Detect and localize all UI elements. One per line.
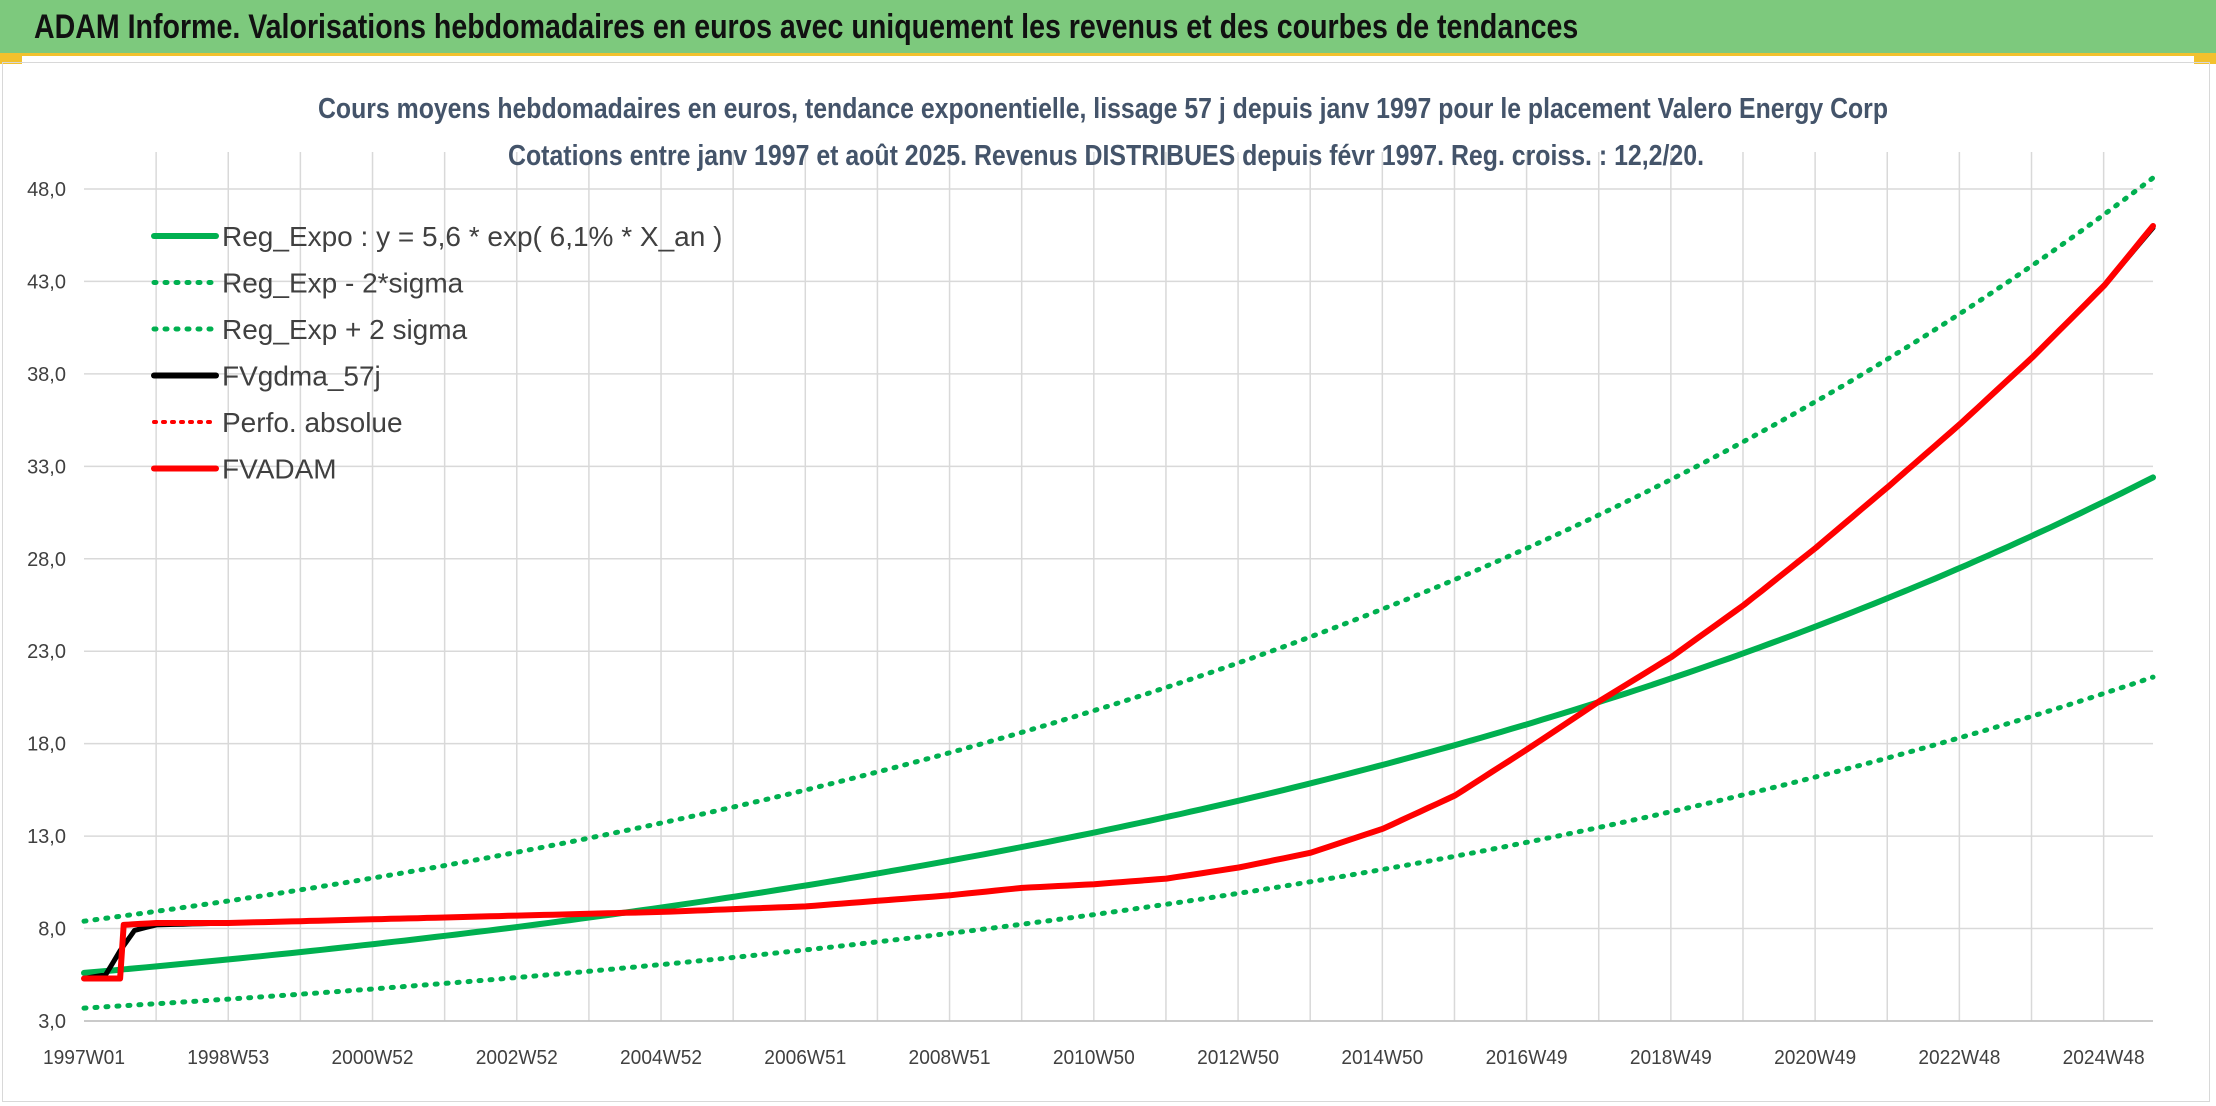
legend-label: Reg_Exp - 2*sigma xyxy=(222,268,464,299)
x-tick-label: 1998W53 xyxy=(187,1047,269,1069)
y-axis-ticks: 3,0 8,0 13,0 18,0 23,0 28,0 33,0 38,0 43,0 48,0 xyxy=(27,179,66,1033)
legend-label: Reg_Exp + 2 sigma xyxy=(222,314,468,345)
corner-accent-right xyxy=(2194,56,2216,64)
x-tick-label: 2022W48 xyxy=(1918,1047,2000,1069)
series-fvadam xyxy=(81,223,2156,982)
series xyxy=(81,175,2156,1011)
chart-title: Cours moyens hebdomadaires en euros, ten… xyxy=(318,93,1888,125)
x-tick-label: 1997W01 xyxy=(43,1047,125,1069)
legend-label: FVADAM xyxy=(222,454,337,485)
x-tick-label: 2004W52 xyxy=(620,1047,702,1069)
y-tick-label: 13,0 xyxy=(27,826,66,848)
page-title: ADAM Informe. Valorisations hebdomadaire… xyxy=(34,8,1579,46)
x-tick-label: 2024W48 xyxy=(2063,1047,2145,1069)
series-reg-exp-plus-2sigma xyxy=(81,175,2156,924)
legend-label: Perfo. absolue xyxy=(222,407,403,438)
series-reg-expo xyxy=(81,474,2156,976)
legend-label: Reg_Expo : y = 5,6 * exp( 6,1% * X_an ) xyxy=(222,221,722,252)
x-axis-ticks: 1997W01 1998W53 2000W52 2002W52 2004W52 2006W… xyxy=(43,1047,2145,1069)
x-tick-label: 2012W50 xyxy=(1197,1047,1279,1069)
header-bar: ADAM Informe. Valorisations hebdomadaire… xyxy=(0,0,2216,56)
x-tick-label: 2016W49 xyxy=(1486,1047,1568,1069)
series-reg-exp-minus-2sigma xyxy=(81,674,2156,1011)
y-tick-label: 8,0 xyxy=(38,919,66,941)
legend: Reg_Expo : y = 5,6 * exp( 6,1% * X_an ) R… xyxy=(151,221,722,485)
y-tick-label: 38,0 xyxy=(27,364,66,386)
grid xyxy=(84,152,2153,1022)
x-tick-label: 2020W49 xyxy=(1774,1047,1856,1069)
x-tick-label: 2008W51 xyxy=(909,1047,991,1069)
y-tick-label: 3,0 xyxy=(38,1011,66,1033)
y-tick-label: 28,0 xyxy=(27,549,66,571)
x-tick-label: 2002W52 xyxy=(476,1047,558,1069)
chart-frame xyxy=(2,62,2210,1102)
y-tick-label: 18,0 xyxy=(27,734,66,756)
y-tick-label: 48,0 xyxy=(27,179,66,201)
legend-label: FVgdma_57j xyxy=(222,361,381,392)
y-tick-label: 23,0 xyxy=(27,641,66,663)
x-tick-label: 2000W52 xyxy=(332,1047,414,1069)
x-tick-label: 2006W51 xyxy=(764,1047,846,1069)
y-tick-label: 43,0 xyxy=(27,271,66,293)
y-tick-label: 33,0 xyxy=(27,456,66,478)
x-tick-label: 2018W49 xyxy=(1630,1047,1712,1069)
corner-accent-left xyxy=(0,56,22,64)
x-tick-label: 2010W50 xyxy=(1053,1047,1135,1069)
chart-subtitle: Cotations entre janv 1997 et août 2025. … xyxy=(508,140,1704,172)
x-tick-label: 2014W50 xyxy=(1341,1047,1423,1069)
